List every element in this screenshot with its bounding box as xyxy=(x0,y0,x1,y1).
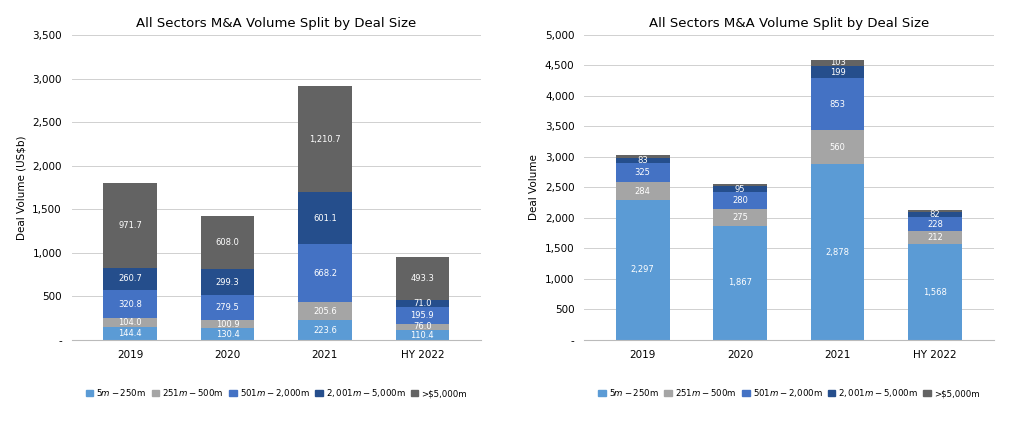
Text: 2,878: 2,878 xyxy=(825,248,850,257)
Bar xyxy=(201,216,254,269)
Text: 144.4: 144.4 xyxy=(118,329,142,338)
Text: 853: 853 xyxy=(829,100,846,109)
Y-axis label: Deal Volume (US$b): Deal Volume (US$b) xyxy=(16,135,27,240)
Text: 205.6: 205.6 xyxy=(313,307,337,316)
Text: 325: 325 xyxy=(635,168,650,177)
Text: 76.0: 76.0 xyxy=(413,322,432,332)
Text: 110.4: 110.4 xyxy=(411,330,434,340)
Text: 1,568: 1,568 xyxy=(924,287,947,296)
Text: 199: 199 xyxy=(829,68,846,77)
Text: 320.8: 320.8 xyxy=(118,300,142,309)
Text: 971.7: 971.7 xyxy=(118,221,142,230)
Bar xyxy=(908,244,962,340)
Bar xyxy=(714,184,767,187)
Text: 83: 83 xyxy=(637,156,648,165)
Bar xyxy=(103,290,157,318)
Bar xyxy=(103,183,157,268)
Bar xyxy=(615,200,670,340)
Bar xyxy=(811,165,864,340)
Text: 608.0: 608.0 xyxy=(215,238,240,247)
Bar xyxy=(201,269,254,296)
Text: 130.4: 130.4 xyxy=(216,329,240,339)
Text: 260.7: 260.7 xyxy=(118,274,142,283)
Text: 104.0: 104.0 xyxy=(118,318,142,327)
Text: 228: 228 xyxy=(927,220,943,229)
Text: 95: 95 xyxy=(735,185,745,194)
Bar xyxy=(395,330,450,340)
Bar xyxy=(714,226,767,340)
Bar xyxy=(201,329,254,340)
Bar xyxy=(714,192,767,209)
Bar xyxy=(811,130,864,165)
Bar xyxy=(811,60,864,66)
Text: 71.0: 71.0 xyxy=(413,299,432,308)
Text: 279.5: 279.5 xyxy=(216,303,240,312)
Text: 299.3: 299.3 xyxy=(216,278,240,287)
Bar xyxy=(298,244,351,302)
Bar xyxy=(395,307,450,324)
Bar xyxy=(103,327,157,340)
Bar xyxy=(298,302,351,321)
Bar xyxy=(908,210,962,212)
Text: 212: 212 xyxy=(927,233,943,242)
Legend: $5m-$250m, $251m-$500m, $501m-$2,000m, $2,001m-$5,000m, >$5,000m: $5m-$250m, $251m-$500m, $501m-$2,000m, $… xyxy=(595,384,983,402)
Bar xyxy=(395,257,450,300)
Text: 284: 284 xyxy=(635,187,650,195)
Text: 601.1: 601.1 xyxy=(313,214,337,223)
Bar xyxy=(908,218,962,232)
Text: 2,297: 2,297 xyxy=(631,265,654,274)
Bar xyxy=(714,209,767,226)
Text: 1,867: 1,867 xyxy=(728,279,753,287)
Bar xyxy=(395,300,450,307)
Text: 103: 103 xyxy=(829,59,846,67)
Title: All Sectors M&A Volume Split by Deal Size: All Sectors M&A Volume Split by Deal Siz… xyxy=(649,17,929,30)
Bar xyxy=(615,163,670,182)
Text: 493.3: 493.3 xyxy=(411,274,434,283)
Text: 560: 560 xyxy=(829,143,846,152)
Text: 195.9: 195.9 xyxy=(411,310,434,320)
Text: 223.6: 223.6 xyxy=(313,326,337,335)
Bar xyxy=(103,318,157,327)
Bar xyxy=(811,66,864,78)
Legend: $5m-$250m, $251m-$500m, $501m-$2,000m, $2,001m-$5,000m, >$5,000m: $5m-$250m, $251m-$500m, $501m-$2,000m, $… xyxy=(82,384,470,402)
Bar xyxy=(714,187,767,192)
Bar xyxy=(201,320,254,329)
Text: 668.2: 668.2 xyxy=(313,269,337,278)
Bar xyxy=(201,296,254,320)
Bar xyxy=(908,232,962,244)
Bar xyxy=(615,182,670,200)
Bar xyxy=(298,321,351,340)
Text: 275: 275 xyxy=(732,213,749,222)
Bar xyxy=(908,212,962,218)
Bar xyxy=(298,192,351,244)
Text: 82: 82 xyxy=(930,210,940,219)
Bar xyxy=(811,78,864,130)
Bar xyxy=(395,324,450,330)
Title: All Sectors M&A Volume Split by Deal Size: All Sectors M&A Volume Split by Deal Siz… xyxy=(136,17,417,30)
Text: 1,210.7: 1,210.7 xyxy=(309,135,341,144)
Y-axis label: Deal Volume: Deal Volume xyxy=(529,154,540,220)
Text: 280: 280 xyxy=(732,196,749,205)
Bar xyxy=(298,86,351,192)
Bar xyxy=(615,158,670,163)
Bar xyxy=(103,268,157,290)
Bar xyxy=(615,155,670,158)
Text: 100.9: 100.9 xyxy=(216,320,240,329)
